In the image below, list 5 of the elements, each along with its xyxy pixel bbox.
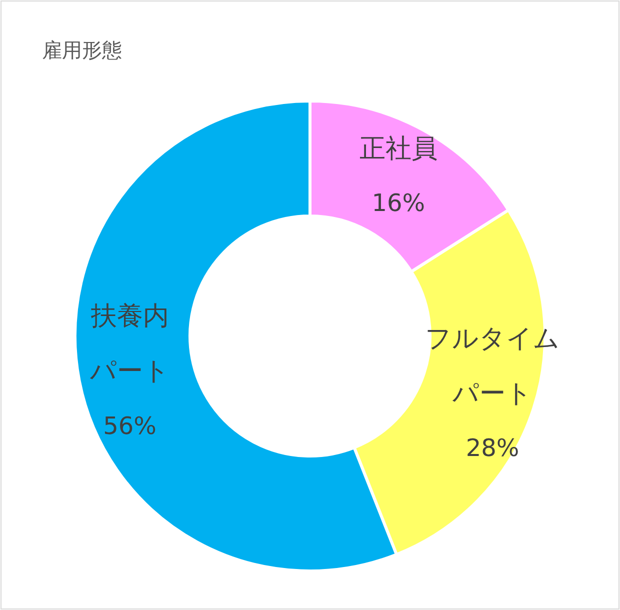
slice-label: 正社員 xyxy=(359,134,438,164)
data-label: 56% xyxy=(103,412,156,440)
data-label: 16% xyxy=(372,189,426,218)
chart-title: 雇用形態 xyxy=(42,38,122,62)
slice-label: 扶養内パート xyxy=(88,301,170,386)
